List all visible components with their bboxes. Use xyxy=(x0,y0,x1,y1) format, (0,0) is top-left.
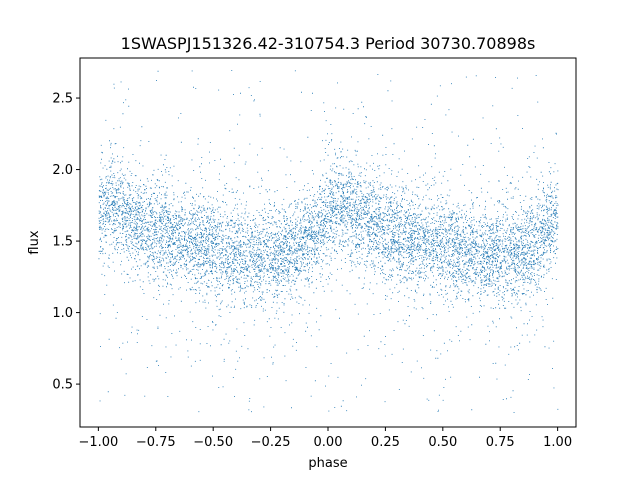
y-tick-label: 1.0 xyxy=(52,306,73,321)
scatter-points xyxy=(98,70,559,413)
y-tick-label: 1.5 xyxy=(52,235,73,250)
y-tick-label: 0.5 xyxy=(52,378,73,393)
points-layer xyxy=(98,70,559,413)
x-axis-label: phase xyxy=(308,456,347,471)
x-tick-label: −0.25 xyxy=(251,435,291,450)
x-tick-label: 1.00 xyxy=(543,435,572,450)
x-axis: −1.00 −0.75 −0.50 −0.25 0.00 0.25 0.50 0.75 1.00 xyxy=(78,427,572,450)
x-tick-label: −0.75 xyxy=(136,435,176,450)
x-tick-label: 0.75 xyxy=(486,435,515,450)
y-axis-label: flux xyxy=(27,230,42,254)
chart-title: 1SWASPJ151326.42-310754.3 Period 30730.7… xyxy=(121,34,536,53)
plot-frame xyxy=(79,57,577,428)
x-tick-label: 0.50 xyxy=(428,435,457,450)
x-tick-label: −0.50 xyxy=(193,435,233,450)
x-tick-label: 0.25 xyxy=(371,435,400,450)
y-tick-label: 2.5 xyxy=(52,92,73,107)
y-tick-label: 2.0 xyxy=(52,163,73,178)
x-tick-label: −1.00 xyxy=(78,435,118,450)
y-axis: 0.5 1.0 1.5 2.0 2.5 xyxy=(52,92,80,393)
x-tick-label: 0.00 xyxy=(314,435,343,450)
